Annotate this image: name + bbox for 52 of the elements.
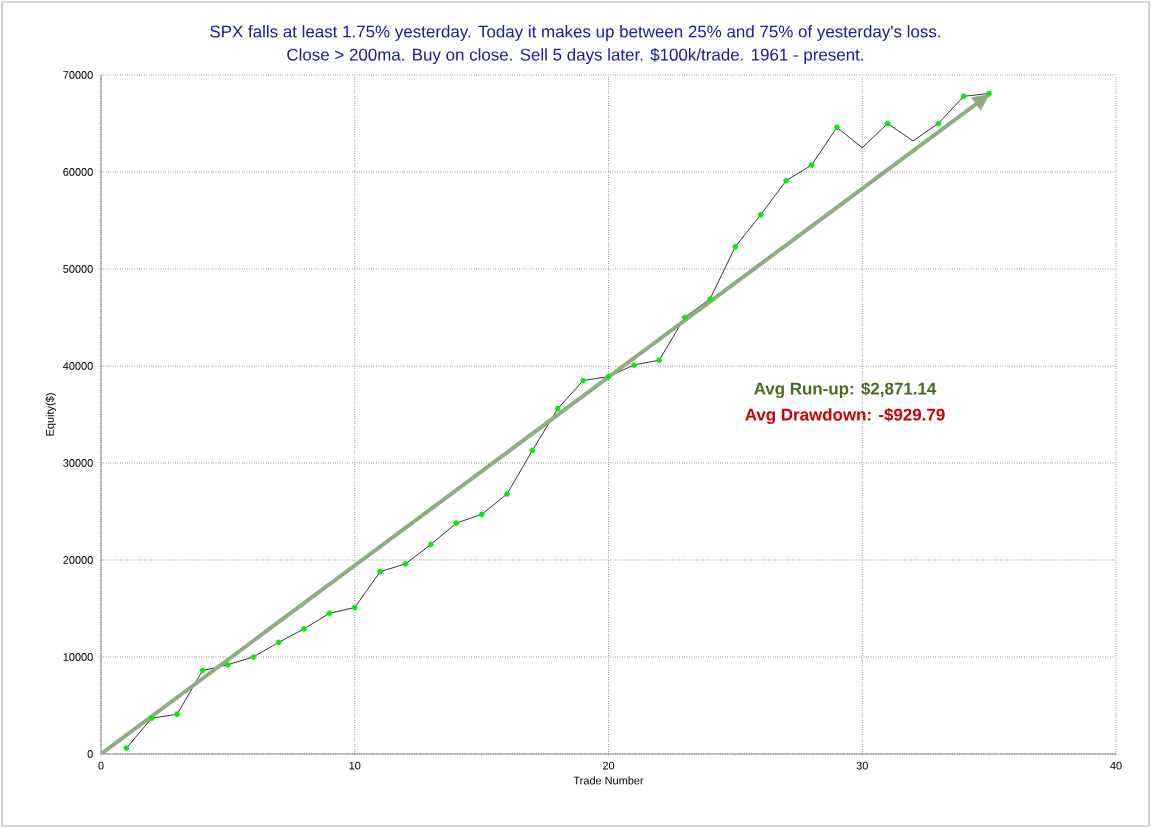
point bbox=[605, 373, 612, 380]
point bbox=[148, 715, 155, 721]
point bbox=[478, 511, 485, 518]
point bbox=[834, 124, 840, 131]
y-tick-label: 40000 bbox=[63, 362, 93, 370]
point bbox=[732, 243, 739, 250]
point bbox=[199, 667, 206, 674]
point bbox=[529, 447, 536, 454]
annotation: Avg Run-up: $2,871.14 bbox=[754, 381, 937, 399]
point bbox=[808, 162, 815, 168]
x-tick-label: 40 bbox=[1110, 761, 1122, 770]
point bbox=[351, 604, 358, 611]
point bbox=[935, 120, 942, 127]
point bbox=[707, 296, 713, 302]
y-tick-label: 0 bbox=[87, 750, 93, 758]
x-axis-title: Trade Number bbox=[573, 776, 644, 785]
point bbox=[428, 541, 434, 548]
point bbox=[631, 362, 637, 368]
x-tick-label: 10 bbox=[349, 761, 361, 770]
annotation: Avg Drawdown: -$929.79 bbox=[745, 407, 945, 425]
point bbox=[504, 491, 510, 497]
point bbox=[301, 626, 307, 632]
point bbox=[960, 93, 967, 100]
x-tick-label: 30 bbox=[856, 761, 868, 770]
point bbox=[580, 377, 586, 384]
point bbox=[884, 120, 891, 127]
point bbox=[656, 357, 663, 363]
y-axis-title: Equity($) bbox=[45, 393, 56, 436]
point bbox=[681, 314, 688, 321]
y-tick-label: 50000 bbox=[63, 265, 93, 273]
y-tick-label: 30000 bbox=[63, 459, 93, 467]
point bbox=[554, 405, 561, 412]
point bbox=[250, 654, 257, 660]
point bbox=[275, 639, 282, 646]
point bbox=[174, 711, 180, 718]
point bbox=[377, 568, 383, 575]
point bbox=[757, 211, 764, 218]
y-tick-label: 70000 bbox=[63, 71, 93, 79]
chart-subtitle: Close > 200ma. Buy on close. Sell 5 days later. $100k/trade. 1961 - present. bbox=[287, 47, 863, 65]
y-tick-label: 60000 bbox=[63, 168, 93, 176]
x-tick-label: 0 bbox=[98, 761, 104, 770]
point bbox=[225, 661, 231, 668]
point bbox=[453, 520, 460, 526]
point bbox=[326, 610, 333, 617]
point bbox=[402, 561, 409, 567]
y-tick-label: 20000 bbox=[63, 556, 93, 564]
x-tick-label: 20 bbox=[602, 761, 615, 770]
point bbox=[783, 177, 789, 184]
y-tick-label: 10000 bbox=[63, 653, 93, 661]
chart-title: SPX falls at least 1.75% yesterday. Today it makes up between 25% and 75% of yesterday's loss. bbox=[210, 25, 940, 41]
point bbox=[986, 90, 992, 97]
point bbox=[123, 745, 130, 751]
